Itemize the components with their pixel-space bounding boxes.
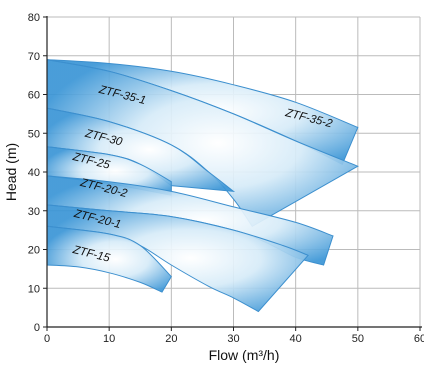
x-tick-label: 10: [103, 333, 115, 345]
band-ztf-15: [46, 225, 172, 293]
y-tick-label: 30: [28, 206, 40, 218]
x-tick-label: 50: [352, 333, 364, 345]
y-tick-label: 0: [34, 322, 40, 334]
x-tick-label: 0: [44, 333, 50, 345]
x-tick-label: 40: [290, 333, 302, 345]
bands: [46, 58, 359, 313]
y-tick-label: 40: [28, 167, 40, 179]
x-tick-label: 60: [414, 333, 424, 345]
y-tick-label: 50: [28, 128, 40, 140]
x-tick-label: 20: [165, 333, 177, 345]
y-tick-label: 20: [28, 245, 40, 257]
axes: [43, 16, 422, 331]
y-tick-label: 70: [28, 51, 40, 63]
y-axis-title: Head (m): [3, 143, 19, 201]
x-axis-title: Flow (m³/h): [209, 347, 280, 363]
y-tick-label: 10: [28, 283, 40, 295]
x-tick-label: 30: [227, 333, 239, 345]
y-tick-label: 80: [28, 12, 40, 24]
tick-labels: 0 10 20 30 40 50 60 0 10 20 30 40 50 60 70 80: [28, 12, 424, 345]
y-tick-label: 60: [28, 90, 40, 102]
